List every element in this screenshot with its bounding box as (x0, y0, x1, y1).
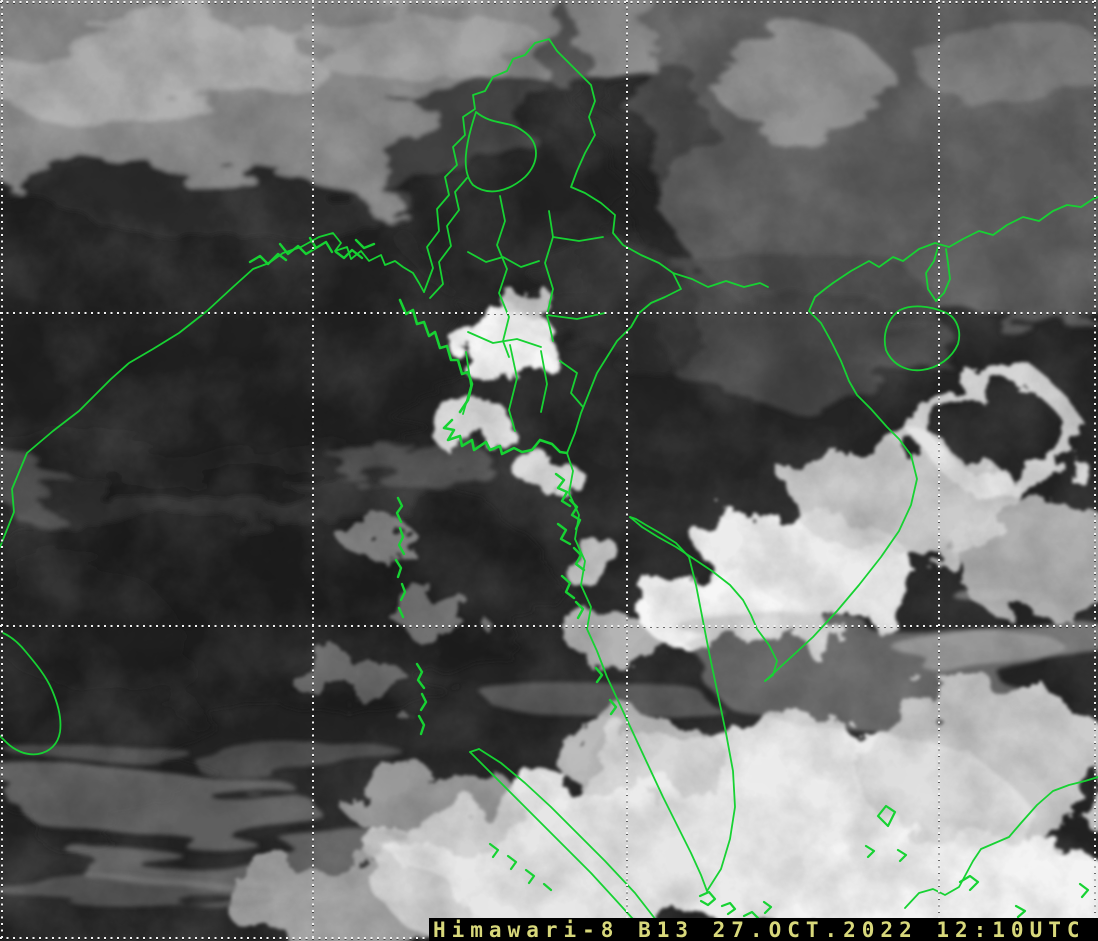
coastline-boundary-overlay (0, 38, 1098, 941)
gulf-of-thailand-cambodia-coast (629, 516, 778, 682)
sri-lanka (0, 632, 62, 756)
myanmar-east-spur (672, 272, 769, 288)
malay-peninsula-west-coast (566, 452, 708, 892)
hainan-island (883, 305, 961, 372)
myanmar-state-boundaries (429, 111, 606, 432)
caption-text: Himawari-8 B13 27.OCT.2022 12:10UTC (433, 918, 1086, 941)
leizhou-peninsula (925, 246, 951, 302)
malay-peninsula-east-coast (629, 516, 736, 892)
caption-bar: Himawari-8 B13 27.OCT.2022 12:10UTC (429, 918, 1098, 941)
singapore-riau-islands (698, 890, 773, 925)
vietnam-coast (764, 282, 918, 682)
andaman-islands (394, 496, 428, 736)
bangladesh-delta (248, 236, 376, 266)
south-china-coast (832, 196, 1098, 284)
irrawaddy-delta (442, 418, 569, 456)
myeik-archipelago (554, 472, 618, 716)
myanmar-outer-border (423, 38, 682, 454)
sumatra (469, 748, 672, 941)
borneo-northwest-coast (864, 776, 1098, 919)
